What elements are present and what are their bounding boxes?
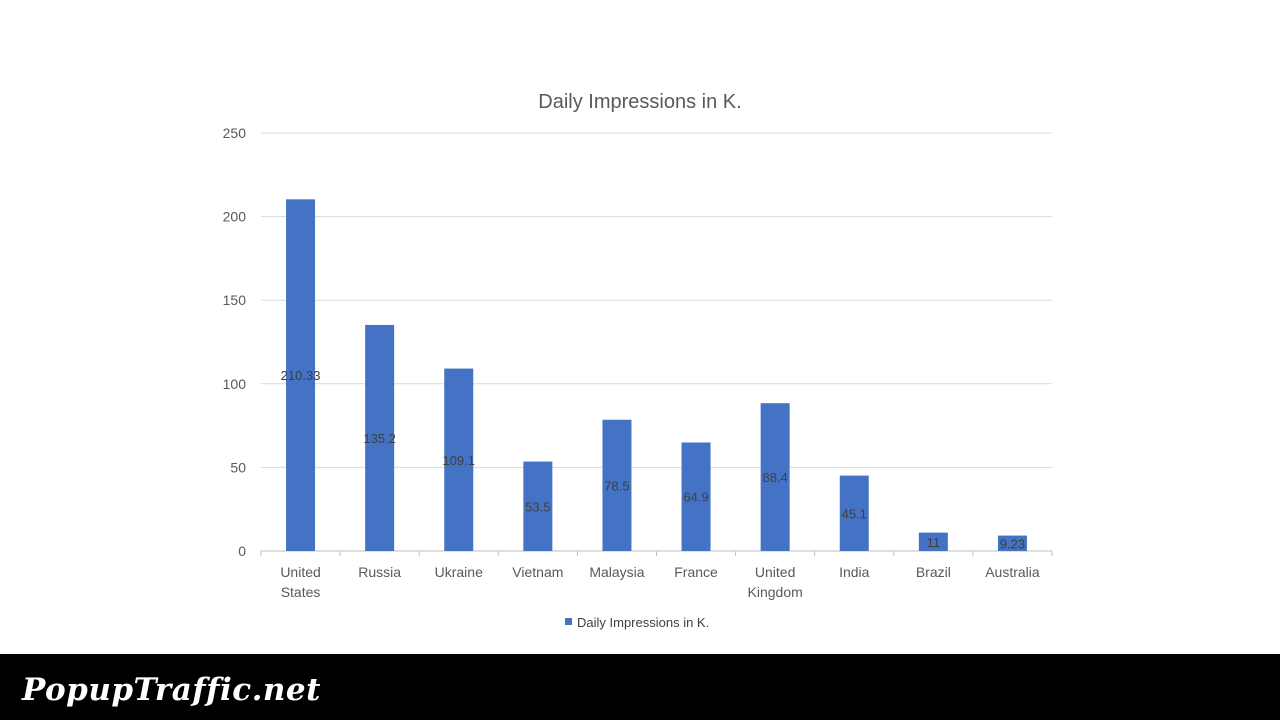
data-label: 11 [927, 535, 941, 550]
watermark-logo: PopupTraffic.net [22, 672, 321, 708]
bar [523, 461, 553, 551]
bar [286, 199, 316, 551]
data-label: 64.9 [683, 490, 708, 505]
data-label: 45.1 [842, 506, 867, 521]
bar-chart: Daily Impressions in K. 050100150200250 … [223, 91, 1053, 630]
bar [760, 403, 790, 551]
y-axis-ticks: 0 50 100 150 200 250 [223, 125, 247, 559]
bar [444, 368, 474, 551]
data-label: 88.4 [762, 470, 787, 485]
legend-swatch [565, 618, 572, 625]
data-label: 78.5 [604, 478, 629, 493]
x-tick-label: France [674, 564, 718, 580]
chart-title: Daily Impressions in K. [538, 91, 741, 113]
data-label: 9.23 [1000, 536, 1025, 551]
x-tick-label: Australia [985, 564, 1040, 580]
y-tick-label: 200 [223, 209, 247, 225]
y-tick-label: 250 [223, 125, 247, 141]
y-tick-label: 150 [223, 292, 247, 308]
x-axis-ticks: United States Russia Ukraine Vietnam Malaysia… [260, 551, 1053, 600]
data-label: 135.2 [363, 431, 396, 446]
x-tick-label: Ukraine [435, 564, 483, 580]
data-label: 210.33 [281, 368, 321, 383]
x-tick-label: India [839, 564, 870, 580]
x-tick-label: Russia [358, 564, 401, 580]
data-label: 53.5 [525, 499, 550, 514]
x-tick-label: Malaysia [589, 564, 644, 580]
data-labels: 210.33 135.2 109.1 53.5 78.5 64.9 88.4 45.1 11 9.… [281, 368, 1025, 551]
bar [839, 475, 869, 551]
y-tick-label: 100 [223, 376, 247, 392]
bar [918, 532, 948, 551]
bar [681, 442, 711, 551]
x-tick-label: United States [280, 564, 320, 600]
footer-bar [0, 654, 1280, 720]
x-tick-label: Vietnam [512, 564, 563, 580]
bars [286, 199, 1027, 551]
x-tick-label: Brazil [916, 564, 951, 580]
x-tick-label: United Kingdom [748, 564, 803, 600]
y-tick-label: 0 [238, 543, 246, 559]
legend: Daily Impressions in K. [565, 615, 709, 630]
bar [365, 324, 395, 551]
data-label: 109.1 [442, 453, 475, 468]
y-tick-label: 50 [230, 459, 246, 475]
bar [997, 535, 1027, 551]
legend-label: Daily Impressions in K. [577, 615, 709, 630]
bar [602, 419, 632, 551]
